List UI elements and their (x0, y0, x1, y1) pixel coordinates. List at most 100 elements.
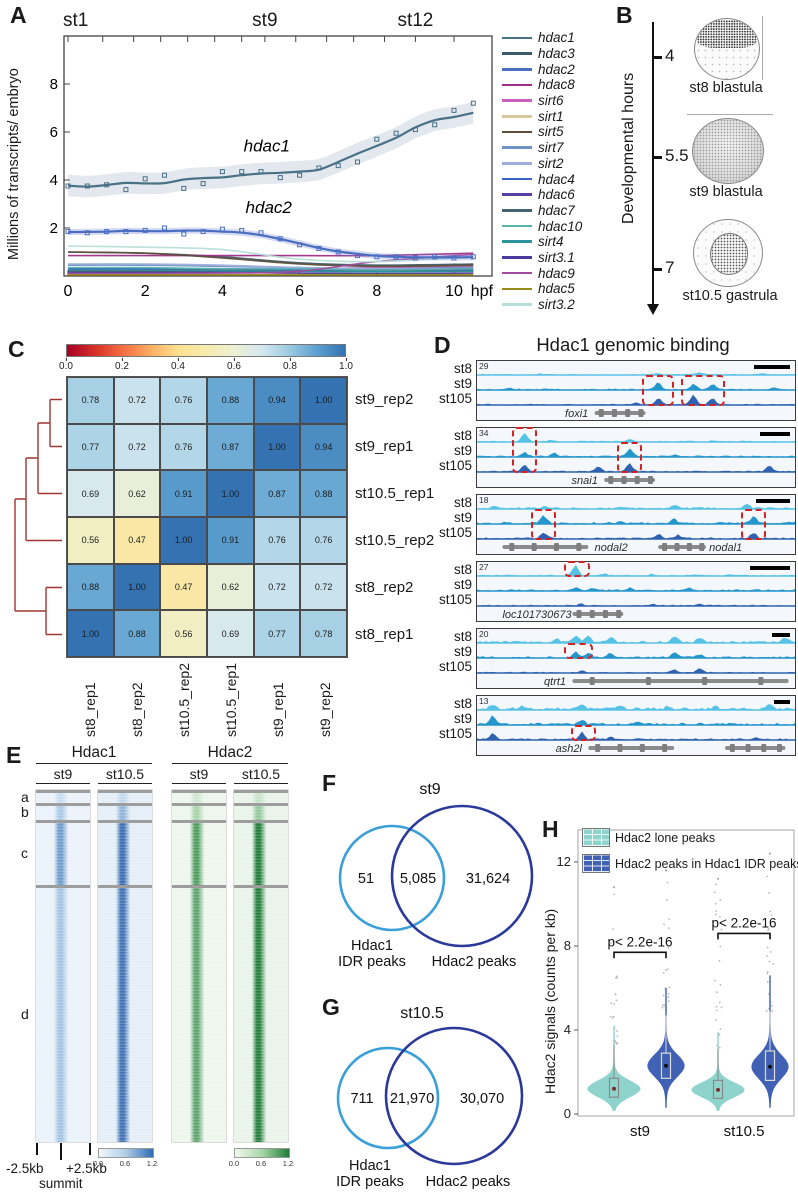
svg-text:snai1: snai1 (572, 475, 598, 486)
svg-text:hdac1: hdac1 (244, 137, 290, 156)
panel-h: H Hdac2 signals (counts per kb) Hdac2 lo… (542, 816, 798, 1193)
svg-text:nodal1: nodal1 (709, 542, 742, 553)
track-scale-value: 20 (479, 629, 489, 639)
track-row-label: st9 (453, 711, 472, 726)
strip-separator (98, 790, 152, 793)
heatmap-cell: 1.00 (160, 517, 207, 564)
e-axis-left-label: -2.5kb (6, 1161, 44, 1176)
venn-diagram-st10-5: st10.5 711 21,970 30,070 Hdac1 IDR peaks… (336, 1005, 524, 1190)
strip-separator (234, 885, 288, 888)
a-legend-item: hdac8 (502, 77, 594, 93)
heatmap-cell: 0.88 (113, 610, 161, 657)
b-scale-line (687, 114, 773, 115)
strip-separator (36, 790, 90, 793)
track-scale-bar (772, 633, 790, 637)
a-legend-item: sirt6 (502, 93, 594, 109)
c-column-label: st9_rep2 (316, 682, 333, 737)
b-tick-5-5: 5.5 (653, 146, 689, 165)
legend-color-swatch (502, 114, 532, 118)
a-legend-item: sirt2 (502, 156, 594, 172)
track-scale-bar (774, 700, 790, 704)
track-row-label: st9 (453, 577, 472, 592)
panel-label-e: E (6, 742, 22, 768)
legend-color-swatch (502, 303, 532, 306)
legend-gene-label: sirt7 (538, 140, 564, 156)
gene-model-row: nodal2 nodal1 (502, 542, 742, 553)
e-row-group-label: b (21, 804, 29, 820)
e-summit-axis (36, 1143, 92, 1161)
track-row-label: st105 (438, 391, 472, 406)
heatmap-cell: 0.91 (160, 470, 207, 517)
c-column-labels: st8_rep1 st8_rep2 st10.5_rep2 st10.5_rep1 st… (66, 663, 348, 737)
legend-color-swatch (502, 67, 532, 71)
gene-model-row: snai1 (572, 475, 656, 486)
panel-a: A Millions of transcripts/ embryo st1 st9… (6, 2, 594, 340)
genome-track: st8 st9 st105 34 snai1 (439, 427, 796, 491)
c-row-label: st9_rep2 (355, 391, 414, 408)
legend-gene-label: hdac10 (538, 218, 583, 234)
track-row-label: st105 (438, 525, 472, 540)
venn-right-count: 31,624 (466, 871, 510, 887)
venn-left-label: Hdac1 (349, 1158, 391, 1174)
a-legend-item: hdac10 (502, 218, 594, 234)
e-stage-header: st10.5 (98, 766, 152, 784)
venn-left-count: 51 (358, 871, 374, 887)
b-tick-label: 5.5 (665, 146, 689, 165)
track-row-label: st8 (453, 428, 472, 443)
heatmap-cell: 0.88 (67, 563, 114, 611)
legend-color-swatch (502, 271, 532, 275)
heatmap-cell: 0.94 (300, 423, 347, 471)
svg-text:st12: st12 (397, 10, 433, 31)
c-column-label: st9_rep1 (269, 682, 286, 737)
a-legend-item: hdac7 (502, 203, 594, 219)
c-column-label: st8_rep1 (81, 682, 98, 737)
strip-separator (36, 885, 90, 888)
b-tick-4: 4 (653, 46, 674, 65)
venn-right-count: 30,070 (460, 1091, 504, 1107)
signal-row (477, 372, 795, 376)
track-box: 34 snai1 (476, 427, 796, 488)
venn-circle-hdac2 (384, 1026, 524, 1166)
signal-row (477, 668, 795, 674)
e-axis-summit-label: summit (39, 1176, 83, 1191)
svg-text:10: 10 (445, 283, 463, 300)
a-legend-item: hdac5 (502, 281, 594, 297)
strip-separator (172, 790, 226, 793)
a-legend-item: hdac2 (502, 61, 594, 77)
track-row-label: st9 (453, 644, 472, 659)
strip-block (36, 823, 90, 885)
a-legend-item: hdac4 (502, 171, 594, 187)
colorbar-tick-mark (290, 358, 291, 361)
signal-row (477, 503, 795, 510)
peak-highlight-box (531, 509, 557, 540)
strip-block (98, 793, 152, 803)
colorbar-tick-label: 0.2 (115, 361, 129, 372)
a-legend-item: sirt3.2 (502, 297, 594, 313)
heatmap-cell: 0.78 (300, 610, 347, 657)
panel-label-g: G (322, 994, 340, 1020)
axis-tick (60, 1143, 62, 1160)
venn-left-count: 711 (350, 1091, 373, 1107)
signal-row (477, 731, 795, 741)
strip-separator (36, 803, 90, 806)
svg-text:0: 0 (64, 283, 73, 300)
track-row-label: st105 (438, 592, 472, 607)
svg-text:st9: st9 (252, 10, 277, 31)
track-row-label: st105 (438, 458, 472, 473)
venn-circle-hdac2 (390, 804, 534, 948)
heatmap-cell: 0.76 (300, 517, 347, 564)
signal-row (477, 564, 795, 577)
panel-label-f: F (322, 770, 337, 796)
legend-color-swatch (502, 162, 532, 165)
legend-gene-label: hdac5 (538, 281, 575, 297)
embryo-image-st10-5 (693, 219, 763, 287)
legend-color-swatch (502, 52, 532, 55)
panel-f: F st9 51 5,085 31,624 Hdac1 IDR peaks Hd… (322, 770, 538, 984)
legend-color-swatch (502, 287, 532, 291)
strip-block (36, 888, 90, 1142)
b-caption-st9: st9 blastula (689, 184, 763, 200)
strip-separator (234, 790, 288, 793)
legend-gene-label: sirt3.1 (538, 249, 575, 265)
peak-highlight-box (680, 375, 726, 406)
signal-heatmap-strip (36, 790, 90, 1142)
